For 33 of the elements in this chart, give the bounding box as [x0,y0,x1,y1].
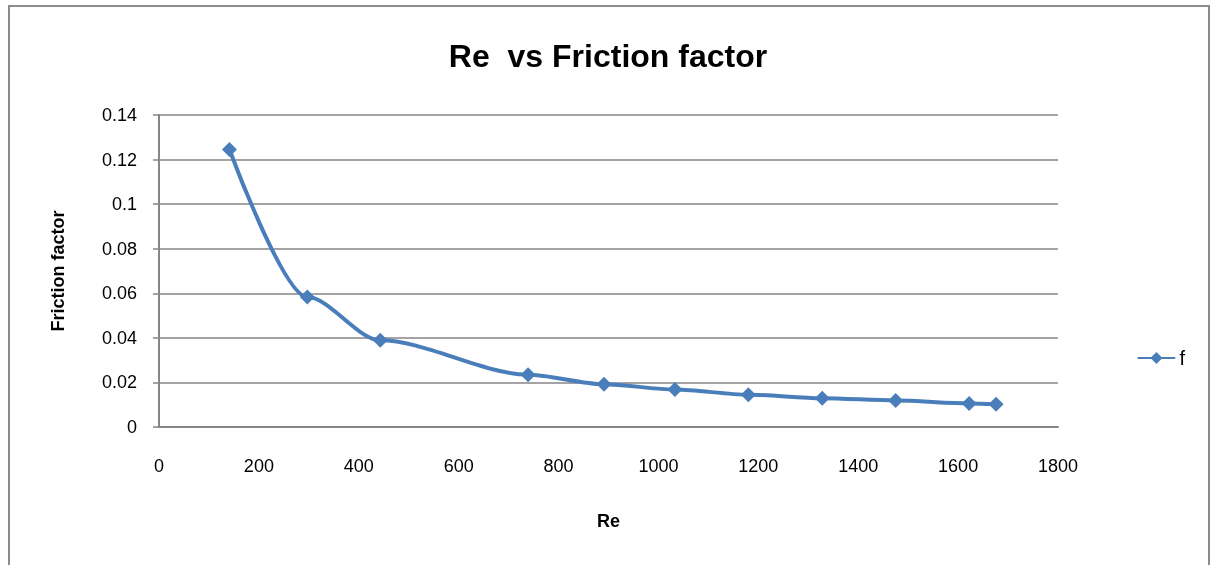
x-tick-label: 200 [243,456,274,476]
y-axis-title: Friction factor [48,210,68,332]
chart-title: Re vs Friction factor [448,38,768,74]
x-tick-label: 1600 [938,456,979,476]
point [372,332,388,348]
point [299,289,315,305]
x-tick-label: 0 [153,456,165,476]
point [596,376,612,392]
point [988,396,1004,412]
x-tick-label: 1400 [838,456,879,476]
x-tick-label: 400 [343,456,374,476]
x-tick-label: 800 [543,456,574,476]
y-tick-label: 0.06 [101,283,137,304]
x-tick-label: 1200 [738,456,779,476]
x-tick-label: 1000 [638,456,679,476]
y-tick-label: 0.14 [101,105,137,125]
point [814,390,830,406]
x-tick-label: 600 [443,456,474,476]
point [667,382,683,398]
x-tick-label: 1800 [1037,456,1079,476]
point [520,367,536,383]
y-tick-label: 0 [126,417,137,437]
x-axis-title: Re [596,511,621,531]
y-tick-label: 0.08 [101,238,137,259]
point [888,392,904,408]
point [221,142,237,158]
y-tick-label: 0.02 [101,372,137,393]
y-tick-label: 0.12 [101,149,137,170]
y-tick-label: 0.1 [111,194,137,215]
point [961,395,977,411]
legend-label: f [1179,347,1186,369]
point [740,387,756,403]
y-tick-label: 0.04 [101,327,137,348]
